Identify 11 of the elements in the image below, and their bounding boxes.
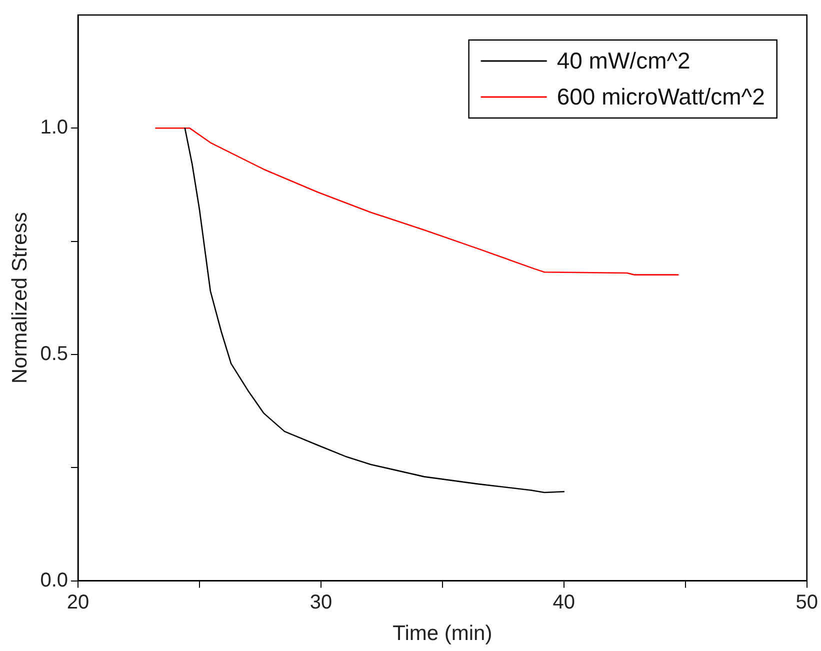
legend-label: 600 microWatt/cm^2 [556,83,765,110]
y-tick-label: 0.0 [40,569,68,592]
x-tick-label: 40 [552,591,576,614]
x-tick-label: 30 [310,591,332,614]
x-tick-label: 20 [66,591,90,614]
y-tick-label: 0.5 [40,342,68,365]
y-tick-label: 1.0 [40,116,68,139]
x-tick-label: 50 [796,591,818,614]
x-axis-title: Time (min) [392,622,492,646]
legend-label: 40 mW/cm^2 [556,47,690,74]
y-axis-title: Normalized Stress [8,212,32,384]
